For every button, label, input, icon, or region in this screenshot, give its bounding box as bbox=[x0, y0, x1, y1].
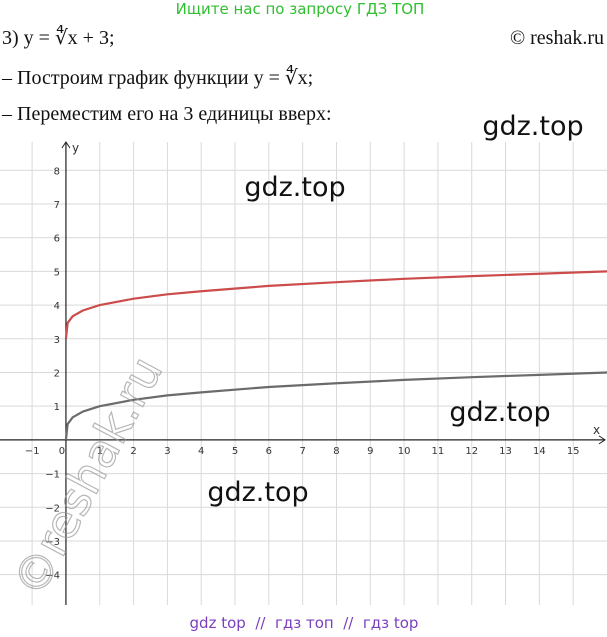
y-tick-label: −3 bbox=[45, 537, 60, 548]
watermark: gdz.top bbox=[244, 172, 345, 203]
task-line: 3) y = ∜x + 3; bbox=[2, 25, 115, 49]
y-tick-label: 1 bbox=[54, 402, 60, 413]
y-tick-label: 2 bbox=[54, 368, 60, 379]
x-tick-label: 7 bbox=[299, 446, 305, 457]
y-tick-label: −4 bbox=[45, 571, 60, 582]
graph: −1 0 1 2 3 4 5 6 7 8 9 10 11 12 13 14 15−4−3−2−112345678… bbox=[0, 141, 607, 605]
x-tick-label: 9 bbox=[367, 446, 373, 457]
x-tick-label: 12 bbox=[465, 446, 478, 457]
copyright: © reshak.ru bbox=[510, 27, 604, 49]
x-tick-label: 11 bbox=[432, 446, 445, 457]
y-tick-label: 7 bbox=[54, 200, 60, 211]
y-tick-label: 4 bbox=[54, 301, 60, 312]
y-axis-label: y bbox=[72, 141, 79, 155]
x-tick-label: 4 bbox=[198, 446, 204, 457]
y-tick-label: 8 bbox=[54, 166, 60, 177]
watermark: ©reshak.ru bbox=[2, 348, 173, 605]
x-tick-label: 8 bbox=[333, 446, 339, 457]
x-tick-label: −1 bbox=[25, 446, 40, 457]
x-tick-label: 14 bbox=[533, 446, 546, 457]
x-tick-label: 3 bbox=[164, 446, 170, 457]
footer: gdz top // гдз топ // гдз top bbox=[190, 614, 419, 632]
x-tick-label: 15 bbox=[567, 446, 580, 457]
y-tick-label: −1 bbox=[45, 470, 60, 481]
x-axis-label: x bbox=[593, 423, 600, 437]
y-tick-label: 6 bbox=[54, 234, 60, 245]
x-tick-label: 10 bbox=[398, 446, 411, 457]
x-tick-label: 5 bbox=[232, 446, 238, 457]
y-tick-label: 3 bbox=[54, 335, 60, 346]
y-arrow bbox=[61, 141, 71, 149]
curve bbox=[64, 270, 607, 339]
y-tick-label: 5 bbox=[54, 267, 60, 278]
x-tick-label: 2 bbox=[130, 446, 136, 457]
x-tick-label: 13 bbox=[499, 446, 512, 457]
x-tick-label: 6 bbox=[266, 446, 272, 457]
watermark: gdz.top bbox=[482, 111, 583, 142]
step-line: – Переместим его на 3 единицы вверх: bbox=[1, 103, 332, 125]
x-tick-label: 1 bbox=[97, 446, 103, 457]
watermark: gdz.top bbox=[207, 477, 308, 508]
y-tick-label: −2 bbox=[45, 503, 60, 514]
watermark: gdz.top bbox=[449, 397, 550, 428]
step-line: – Построим график функции y = ∜x; bbox=[1, 65, 313, 89]
curve bbox=[64, 371, 607, 441]
x-arrow bbox=[598, 435, 606, 445]
header-note: Ищите нас по запросу ГДЗ ТОП bbox=[176, 0, 425, 18]
x-tick-label: 0 bbox=[59, 446, 65, 457]
